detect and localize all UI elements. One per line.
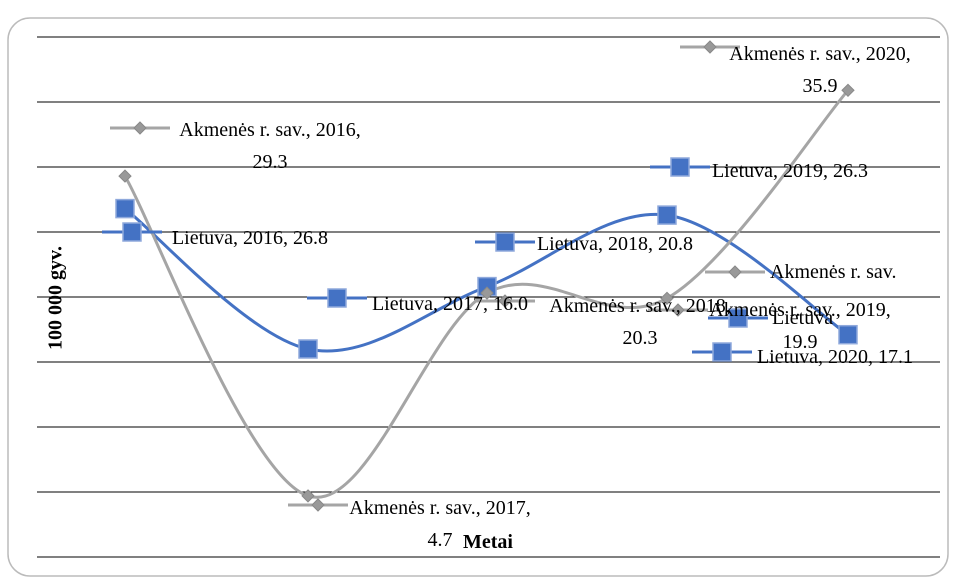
data-label: Lietuva, 2019, 26.3 xyxy=(711,160,869,182)
data-label: Lietuva, 2018, 20.8 xyxy=(536,233,694,255)
x-axis-title: Metai xyxy=(463,531,513,553)
data-label: Akmenės r. sav., 2016, 29.3 xyxy=(179,119,361,173)
label-key-marker xyxy=(728,308,748,328)
grid xyxy=(37,36,940,558)
label-key-marker xyxy=(495,232,515,252)
data-label: Akmenės r. sav., 2020, 35.9 xyxy=(729,43,911,97)
label-key-marker xyxy=(728,265,742,279)
legend-label: Lietuva xyxy=(772,307,834,329)
data-label: Akmenės r. sav., 2017, 4.7 xyxy=(349,497,531,551)
data-point xyxy=(480,286,494,300)
label-key-marker xyxy=(122,222,142,242)
data-label: Lietuva, 2016, 26.8 xyxy=(171,227,329,249)
y-axis-title: 100 000 gyv. xyxy=(45,246,67,350)
label-key-marker xyxy=(703,40,717,54)
label-key-marker xyxy=(670,157,690,177)
chart-border xyxy=(7,17,949,577)
data-point xyxy=(660,291,674,306)
label-key-marker xyxy=(671,303,685,317)
label-key-marker xyxy=(133,121,147,135)
plot xyxy=(115,83,858,503)
label-key-marker xyxy=(311,498,325,512)
data-label: Akmenės r. sav., 2018, 20.3 xyxy=(549,295,731,349)
data-point xyxy=(838,324,858,345)
label-key-marker xyxy=(498,294,512,308)
label-key-marker xyxy=(327,288,347,308)
data-label: Lietuva, 2017, 16.0 xyxy=(371,293,529,315)
data-point xyxy=(118,169,132,183)
series-line xyxy=(123,89,850,499)
data-point xyxy=(841,83,855,98)
data-point xyxy=(115,198,135,219)
label-key-marker xyxy=(712,342,732,362)
data-label: Lietuva, 2020, 17.1 xyxy=(756,346,914,368)
data-point xyxy=(301,489,315,503)
legend-label: Akmenės r. sav. xyxy=(770,261,897,283)
data-point xyxy=(657,205,677,225)
data-point xyxy=(298,339,318,359)
label-keys xyxy=(102,40,768,512)
data-label: Akmenės r. sav., 2019, 19.9 xyxy=(709,299,891,353)
